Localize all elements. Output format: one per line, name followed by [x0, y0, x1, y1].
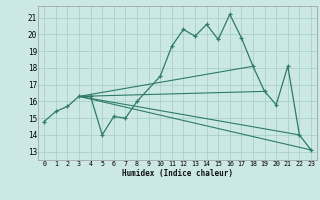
X-axis label: Humidex (Indice chaleur): Humidex (Indice chaleur): [122, 169, 233, 178]
